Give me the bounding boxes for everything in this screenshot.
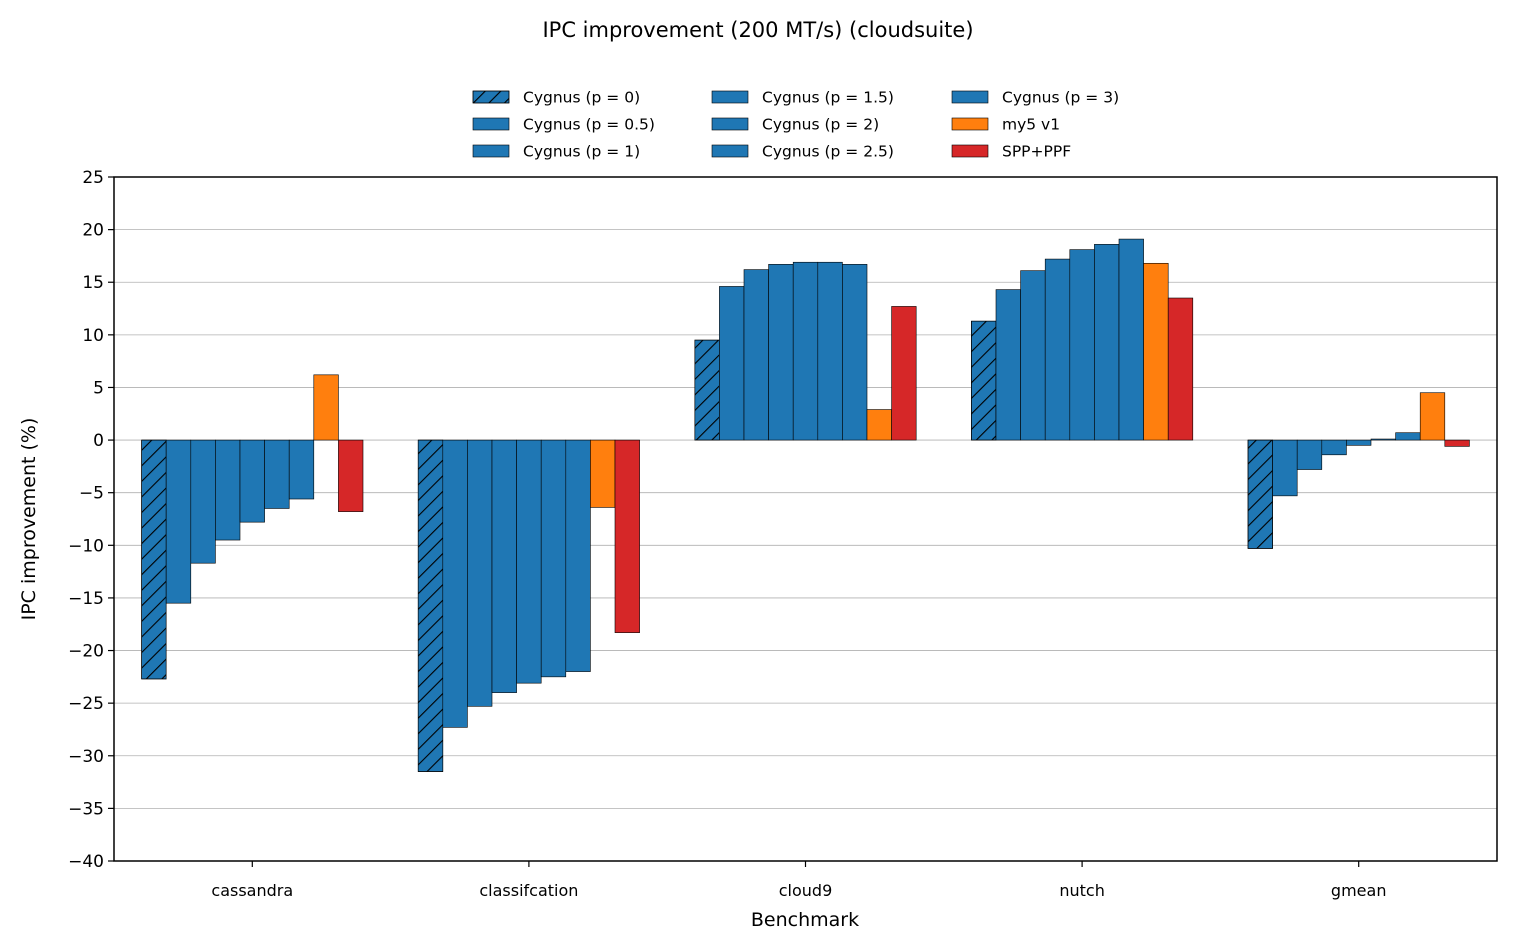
bar — [891, 306, 917, 441]
bar — [792, 261, 819, 441]
bar — [866, 409, 892, 441]
y-axis-title: IPC improvement (%) — [18, 418, 40, 621]
y-tick-label: 10 — [82, 326, 104, 346]
bar — [1444, 439, 1470, 447]
bar — [1020, 270, 1046, 441]
bar — [768, 264, 794, 441]
bar — [338, 439, 364, 512]
bar — [215, 439, 241, 541]
x-tick-label: nutch — [1059, 881, 1105, 900]
bar — [288, 439, 315, 500]
axes: −40 −35 −30 −25 −20 −15 −10 −5 0 5 10 15 20 25 cassand… — [68, 168, 1498, 900]
legend-label: Cygnus (p = 1.5) — [762, 89, 894, 107]
bar — [743, 269, 769, 441]
y-tick-label: −35 — [68, 799, 104, 819]
bar — [565, 439, 591, 672]
chart-title: IPC improvement (200 MT/s) (cloudsuite) — [542, 18, 973, 42]
bar — [1395, 432, 1421, 441]
legend: Cygnus (p = 0) Cygnus (p = 0.5) Cygnus (p … — [472, 89, 1119, 161]
x-tick-label: gmean — [1331, 881, 1387, 900]
y-tick-label: −30 — [68, 747, 104, 767]
legend-swatch — [711, 90, 749, 104]
legend-swatch — [951, 144, 989, 158]
bar — [165, 439, 192, 604]
bar — [1167, 297, 1194, 441]
x-tick-label: cassandra — [211, 881, 293, 900]
bar — [842, 264, 868, 441]
legend-swatch-hatch — [472, 90, 510, 104]
legend-label: Cygnus (p = 1) — [523, 143, 640, 161]
y-tick-label: −25 — [68, 694, 104, 714]
bar — [190, 439, 216, 564]
bar — [313, 374, 339, 441]
y-tick-label: 15 — [82, 273, 104, 293]
bar-hatch — [971, 320, 997, 441]
bar — [540, 439, 567, 678]
y-tick-label: −40 — [68, 852, 104, 872]
bar — [1321, 439, 1347, 456]
y-tick-label: 20 — [82, 221, 104, 241]
x-tick-label: cloud9 — [779, 881, 833, 900]
legend-label: Cygnus (p = 2) — [762, 116, 879, 134]
bar — [442, 439, 468, 728]
bar — [264, 439, 290, 509]
legend-swatch — [711, 117, 749, 131]
y-tick-label: 25 — [82, 168, 104, 188]
bar — [1296, 439, 1323, 470]
bar — [995, 289, 1021, 441]
bar — [467, 439, 493, 707]
bar — [614, 439, 640, 633]
bar — [590, 439, 616, 508]
bar — [1370, 438, 1396, 441]
bar — [1094, 244, 1120, 441]
y-tick-label: −15 — [68, 589, 104, 609]
bar — [239, 439, 265, 523]
x-axis-title: Benchmark — [751, 909, 859, 931]
legend-label: my5 v1 — [1002, 116, 1060, 134]
bar-hatch — [694, 339, 720, 441]
bar — [719, 286, 745, 441]
legend-swatch — [711, 144, 749, 158]
bar — [1069, 249, 1095, 441]
legend-swatch — [951, 90, 989, 104]
x-tick-label: classifcation — [479, 881, 578, 900]
y-tick-label: 0 — [93, 431, 104, 451]
legend-swatch — [472, 144, 510, 158]
y-tick-label: −5 — [79, 484, 104, 504]
legend-swatch — [951, 117, 989, 131]
bar-hatch — [1247, 439, 1273, 549]
y-tick-label: 5 — [93, 378, 104, 398]
bars — [141, 238, 1470, 772]
bar-hatch — [417, 439, 444, 772]
legend-label: Cygnus (p = 2.5) — [762, 143, 894, 161]
legend-label: Cygnus (p = 0) — [523, 89, 640, 107]
bar — [516, 439, 542, 684]
y-tick-label: −10 — [68, 536, 104, 556]
bar — [1143, 262, 1169, 441]
bar — [1118, 238, 1144, 441]
bar — [817, 261, 843, 441]
bar — [491, 439, 517, 693]
bar — [1346, 439, 1372, 446]
legend-label: Cygnus (p = 0.5) — [523, 116, 655, 134]
bar-hatch — [141, 439, 167, 680]
legend-label: Cygnus (p = 3) — [1002, 89, 1119, 107]
bar — [1272, 439, 1298, 497]
bar — [1044, 258, 1071, 441]
y-tick-label: −20 — [68, 642, 104, 662]
legend-label: SPP+PPF — [1002, 143, 1071, 161]
plot-frame — [113, 176, 1498, 862]
bar — [1419, 392, 1446, 441]
legend-swatch — [472, 117, 510, 131]
